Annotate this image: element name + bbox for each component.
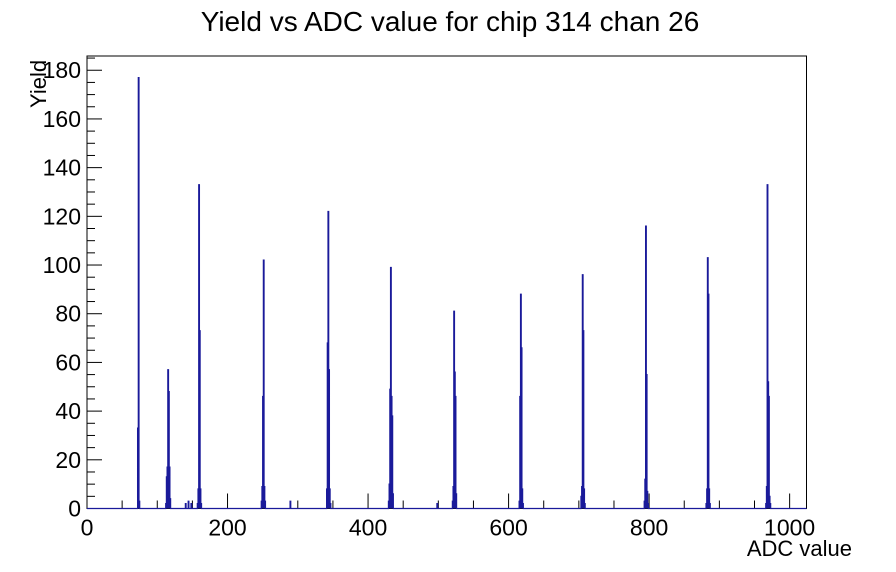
x-axis-title: ADC value [747,536,852,561]
y-tick-label: 60 [55,349,81,375]
axis-tick-labels: 0 200 400 600 800 1000 0 20 40 60 80 100 120 140 160 18… [43,57,816,540]
y-tick-label: 80 [55,301,81,327]
chart-title: Yield vs ADC value for chip 314 chan 26 [201,6,700,37]
y-tick-label: 0 [68,496,81,522]
x-tick-label: 1000 [764,515,815,541]
y-tick-label: 100 [43,252,81,278]
histogram-line [87,76,807,510]
x-tick-label: 600 [489,515,527,541]
axis-ticks [86,57,791,509]
y-tick-label: 160 [43,106,81,132]
plot-frame [86,55,807,509]
y-tick-label: 140 [43,155,81,181]
x-tick-label: 800 [630,515,668,541]
x-tick-label: 0 [81,515,94,541]
y-tick-label: 180 [43,57,81,83]
y-axis-title: Yield [26,60,51,108]
y-tick-label: 20 [55,447,81,473]
x-tick-label: 200 [208,515,246,541]
y-tick-label: 40 [55,398,81,424]
y-tick-label: 120 [43,203,81,229]
x-tick-label: 400 [349,515,387,541]
